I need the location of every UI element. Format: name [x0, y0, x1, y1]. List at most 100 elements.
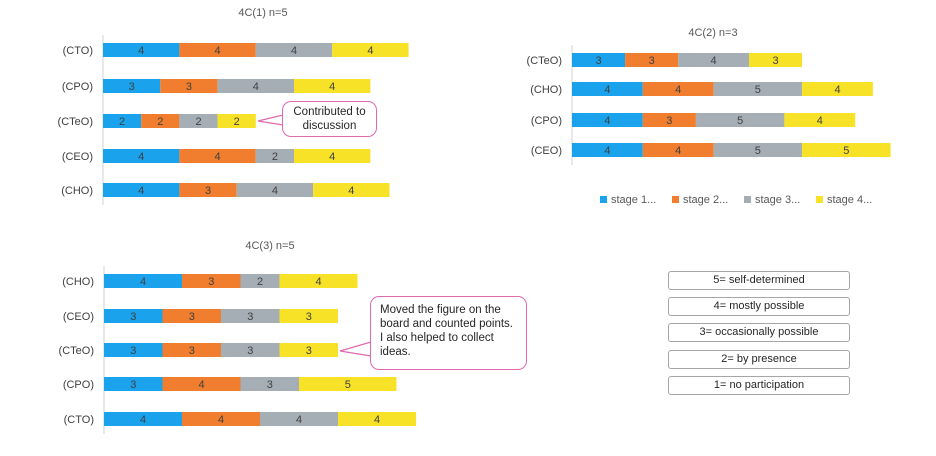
data-label: 3: [267, 379, 273, 391]
bar-segment-stage-1: [103, 149, 180, 163]
category-label: (CEO): [62, 151, 93, 163]
data-label: 2: [119, 116, 125, 128]
legend-label: stage 3...: [755, 194, 800, 206]
scale-item-2: 2= by presence: [668, 350, 850, 369]
scale-item-3: 3= occasionally possible: [668, 323, 850, 342]
data-label: 4: [329, 151, 335, 163]
bar-segment-stage-3: [260, 412, 338, 426]
chart-title: 4C(2) n=3: [688, 27, 737, 39]
scale-item-5: 5= self-determined: [668, 271, 850, 290]
data-label: 4: [140, 276, 146, 288]
data-label: 3: [186, 81, 192, 93]
data-label: 4: [315, 276, 321, 288]
data-label: 5: [755, 84, 761, 96]
data-label: 3: [129, 81, 135, 93]
bar-segment-stage-3: [236, 183, 314, 197]
legend-label: stage 2...: [683, 194, 728, 206]
bar-segment-stage-4: [338, 412, 416, 426]
bar-segment-stage-2: [642, 143, 714, 157]
bar-segment-stage-1: [572, 82, 643, 96]
data-label: 3: [205, 185, 211, 197]
data-label: 4: [329, 81, 335, 93]
bar-segment-stage-2: [642, 82, 714, 96]
data-label: 4: [367, 45, 373, 57]
bar-segment-stage-1: [103, 183, 180, 197]
data-label: 4: [138, 151, 144, 163]
data-label: 4: [218, 414, 224, 426]
data-label: 3: [247, 345, 253, 357]
callout-c1: Contributed to discussion: [282, 101, 377, 137]
category-label: (CTO): [63, 45, 93, 57]
data-label: 2: [195, 116, 201, 128]
category-label: (CPO): [531, 115, 562, 127]
data-label: 5: [755, 145, 761, 157]
data-label: 4: [272, 185, 278, 197]
data-label: 3: [189, 311, 195, 323]
bar-segment-stage-1: [104, 274, 182, 288]
bar-segment-stage-1: [572, 113, 643, 127]
bar-segment-stage-3: [179, 114, 218, 128]
bar-segment-stage-1: [103, 43, 180, 57]
data-label: 3: [306, 345, 312, 357]
bar-segment-stage-2: [162, 343, 221, 357]
data-label: 4: [138, 45, 144, 57]
bar-segment-stage-2: [182, 274, 241, 288]
data-label: 4: [374, 414, 380, 426]
bar-segment-stage-1: [104, 309, 163, 323]
data-label: 4: [253, 81, 259, 93]
chart-title: 4C(1) n=5: [238, 7, 287, 19]
bar-segment-stage-1: [103, 79, 161, 93]
legend-label: stage 4...: [827, 194, 872, 206]
category-label: (CEO): [63, 311, 94, 323]
bar-segment-stage-4: [313, 183, 390, 197]
data-label: 4: [604, 145, 610, 157]
bar-segment-stage-3: [221, 343, 280, 357]
data-label: 4: [198, 379, 204, 391]
bar-segment-stage-3: [695, 113, 785, 127]
data-label: 5: [843, 145, 849, 157]
callout-c3: Moved the figure on the board and counte…: [370, 296, 527, 370]
data-label: 4: [604, 115, 610, 127]
data-label: 3: [772, 55, 778, 67]
data-label: 4: [604, 84, 610, 96]
bar-segment-stage-2: [160, 79, 218, 93]
scale-item-4: 4= mostly possible: [668, 297, 850, 316]
bar-segment-stage-4: [279, 309, 338, 323]
bar-segment-stage-4: [784, 113, 856, 127]
bar-segment-stage-2: [642, 113, 696, 127]
category-label: (CTO): [64, 414, 94, 426]
bar-segment-stage-4: [294, 79, 371, 93]
data-label: 3: [247, 311, 253, 323]
data-label: 2: [257, 276, 263, 288]
bar-segment-stage-1: [104, 412, 182, 426]
bar-segment-stage-1: [103, 114, 142, 128]
data-label: 3: [666, 115, 672, 127]
data-label: 3: [189, 345, 195, 357]
callout-c3-text: Moved the figure on the board and counte…: [380, 304, 513, 358]
bar-segment-stage-3: [678, 53, 749, 67]
category-label: (CEO): [531, 145, 562, 157]
bar-segment-stage-4: [217, 114, 256, 128]
bar-segment-stage-3: [240, 274, 280, 288]
data-label: 3: [208, 276, 214, 288]
bar-segment-stage-2: [179, 149, 256, 163]
bar-segment-stage-2: [162, 309, 221, 323]
data-label: 3: [130, 345, 136, 357]
bar-segment-stage-1: [104, 377, 163, 391]
data-label: 2: [157, 116, 163, 128]
data-label: 4: [675, 84, 681, 96]
bar-segment-stage-4: [294, 149, 371, 163]
category-label: (CHO): [61, 185, 93, 197]
chart-title: 4C(3) n=5: [245, 240, 294, 252]
bar-segment-stage-2: [162, 377, 241, 391]
bar-segment-stage-3: [713, 82, 803, 96]
legend-swatch: [672, 196, 679, 203]
bar-segment-stage-3: [240, 377, 299, 391]
data-label: 3: [130, 311, 136, 323]
legend-swatch: [600, 196, 607, 203]
bar-segment-stage-2: [625, 53, 679, 67]
